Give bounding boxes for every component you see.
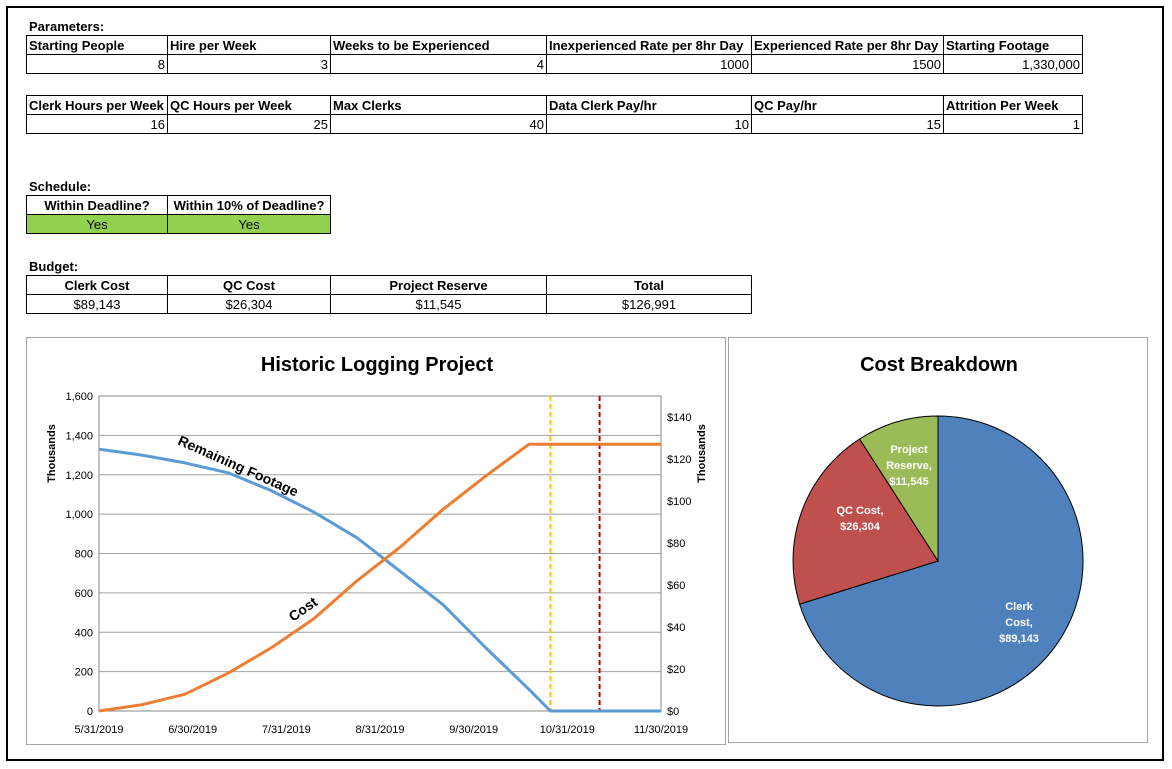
parameters-value-row: 8 3 4 1000 1500 1,330,000 bbox=[26, 54, 1083, 74]
pie-slice-value: $89,143 bbox=[999, 633, 1039, 645]
y2-tick-label: $80 bbox=[667, 538, 685, 550]
param-value-cell[interactable]: 1,330,000 bbox=[943, 54, 1083, 74]
schedule-header: Within 10% of Deadline? bbox=[167, 195, 331, 215]
pie-title: Cost Breakdown bbox=[860, 354, 1018, 376]
param-value-cell[interactable]: 10 bbox=[546, 114, 752, 134]
budget-value-cell[interactable]: $26,304 bbox=[167, 294, 331, 314]
pie-chart-panel[interactable]: Cost Breakdown Clerk Cost, $89,143 QC Cost, $… bbox=[728, 337, 1148, 743]
pie-slice-value: $11,545 bbox=[889, 476, 928, 488]
x-tick-label: 7/31/2019 bbox=[262, 724, 311, 736]
schedule-table: Within Deadline? Within 10% of Deadline?… bbox=[26, 195, 331, 234]
y2-tick-label: $140 bbox=[667, 412, 691, 424]
pie-slice-label: QC Cost, bbox=[836, 505, 883, 517]
schedule-value-row: Yes Yes bbox=[26, 214, 331, 234]
x-tick-label: 9/30/2019 bbox=[449, 724, 498, 736]
y-tick-label: 1,000 bbox=[65, 509, 93, 521]
x-tick-label: 6/30/2019 bbox=[168, 724, 217, 736]
parameters-label: Parameters: bbox=[29, 19, 105, 34]
schedule-header-row: Within Deadline? Within 10% of Deadline? bbox=[26, 195, 331, 215]
y-tick-label: 0 bbox=[87, 706, 93, 718]
param-header: QC Hours per Week bbox=[167, 95, 331, 115]
param-value-cell[interactable]: 3 bbox=[167, 54, 331, 74]
param-value-cell[interactable]: 15 bbox=[751, 114, 944, 134]
budget-header: QC Cost bbox=[167, 275, 331, 295]
budget-header: Project Reserve bbox=[330, 275, 547, 295]
param-value-cell[interactable]: 1000 bbox=[546, 54, 752, 74]
budget-value-cell[interactable]: $89,143 bbox=[26, 294, 168, 314]
param-header: Hire per Week bbox=[167, 35, 331, 55]
y-tick-label: 400 bbox=[75, 627, 93, 639]
y-axis-title: Thousands bbox=[46, 424, 58, 483]
pie-chart: Cost Breakdown Clerk Cost, $89,143 QC Cost, $… bbox=[792, 354, 1084, 707]
pie-slice-label: Cost, bbox=[1005, 617, 1033, 629]
param-header: Max Clerks bbox=[330, 95, 547, 115]
y-tick-label: 1,600 bbox=[65, 391, 93, 403]
pie-slice-value: $26,304 bbox=[840, 521, 881, 533]
param-header: Starting Footage bbox=[943, 35, 1083, 55]
budget-header-row: Clerk Cost QC Cost Project Reserve Total bbox=[26, 275, 752, 295]
parameters-header-row: Starting People Hire per Week Weeks to b… bbox=[26, 35, 1083, 55]
param-value-cell[interactable]: 16 bbox=[26, 114, 168, 134]
param-value-cell[interactable]: 4 bbox=[330, 54, 547, 74]
parameters-header-row: Clerk Hours per Week QC Hours per Week M… bbox=[26, 95, 1083, 115]
x-tick-label: 11/30/2019 bbox=[634, 724, 688, 736]
series-label-cost: Cost bbox=[286, 593, 321, 624]
budget-value-row: $89,143 $26,304 $11,545 $126,991 bbox=[26, 294, 752, 314]
y-tick-label: 1,400 bbox=[65, 430, 93, 442]
cost-series-line bbox=[98, 442, 661, 713]
budget-label: Budget: bbox=[29, 259, 79, 274]
plot-area bbox=[98, 395, 662, 712]
param-value-cell[interactable]: 1500 bbox=[751, 54, 944, 74]
pie-slice bbox=[798, 415, 1084, 707]
parameters-table-1: Starting People Hire per Week Weeks to b… bbox=[26, 35, 1083, 74]
pie-slice bbox=[792, 438, 939, 605]
param-header: Data Clerk Pay/hr bbox=[546, 95, 752, 115]
param-value-cell[interactable]: 25 bbox=[167, 114, 331, 134]
y2-axis-title: Thousands bbox=[696, 424, 708, 483]
param-value-cell[interactable]: 40 bbox=[330, 114, 547, 134]
schedule-status-cell[interactable]: Yes bbox=[26, 214, 168, 234]
budget-table: Clerk Cost QC Cost Project Reserve Total… bbox=[26, 275, 752, 314]
parameters-table-2: Clerk Hours per Week QC Hours per Week M… bbox=[26, 95, 1083, 134]
param-value-cell[interactable]: 1 bbox=[943, 114, 1083, 134]
budget-value-cell[interactable]: $11,545 bbox=[330, 294, 547, 314]
param-value-cell[interactable]: 8 bbox=[26, 54, 168, 74]
y-tick-label: 1,200 bbox=[65, 470, 93, 482]
schedule-header: Within Deadline? bbox=[26, 195, 168, 215]
line-chart-panel[interactable]: Historic Logging Project 0 200 400 600 800 1,0… bbox=[26, 337, 726, 745]
y2-tick-label: $120 bbox=[667, 454, 691, 466]
y2-tick-label: $0 bbox=[667, 706, 679, 718]
y2-tick-label: $100 bbox=[667, 496, 691, 508]
y2-tick-label: $40 bbox=[667, 622, 685, 634]
schedule-label: Schedule: bbox=[29, 179, 92, 194]
param-header: Weeks to be Experienced bbox=[330, 35, 547, 55]
line-chart: Historic Logging Project 0 200 400 600 800 1,0… bbox=[46, 354, 708, 736]
schedule-status-cell[interactable]: Yes bbox=[167, 214, 331, 234]
x-tick-label: 10/31/2019 bbox=[540, 724, 595, 736]
y2-tick-label: $60 bbox=[667, 580, 685, 592]
y2-tick-label: $20 bbox=[667, 664, 685, 676]
budget-value-cell[interactable]: $126,991 bbox=[546, 294, 752, 314]
parameters-value-row: 16 25 40 10 15 1 bbox=[26, 114, 1083, 134]
budget-header: Clerk Cost bbox=[26, 275, 168, 295]
param-header: Clerk Hours per Week bbox=[26, 95, 168, 115]
x-tick-label: 5/31/2019 bbox=[75, 724, 124, 736]
y-tick-label: 800 bbox=[75, 549, 93, 561]
y-tick-label: 200 bbox=[75, 667, 93, 679]
param-header: Experienced Rate per 8hr Day bbox=[751, 35, 944, 55]
remaining-footage-series-line bbox=[98, 447, 661, 713]
x-tick-label: 8/31/2019 bbox=[356, 724, 405, 736]
param-header: Inexperienced Rate per 8hr Day bbox=[546, 35, 752, 55]
pie-slice-label: Project bbox=[890, 444, 928, 456]
pie-slice bbox=[858, 415, 939, 563]
param-header: Attrition Per Week bbox=[943, 95, 1083, 115]
param-header: QC Pay/hr bbox=[751, 95, 944, 115]
y-tick-label: 600 bbox=[75, 588, 93, 600]
pie-slice-label: Reserve, bbox=[886, 460, 932, 472]
chart-title: Historic Logging Project bbox=[261, 354, 494, 376]
param-header: Starting People bbox=[26, 35, 168, 55]
report-frame bbox=[6, 6, 1164, 761]
pie-slice-label: Clerk bbox=[1005, 601, 1033, 613]
budget-header: Total bbox=[546, 275, 752, 295]
